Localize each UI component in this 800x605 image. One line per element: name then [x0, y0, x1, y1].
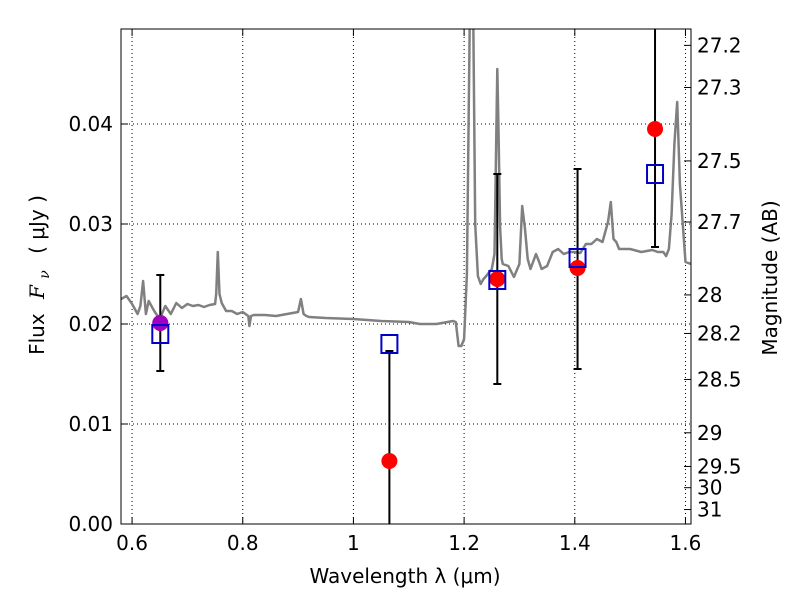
grid-lines: [121, 29, 691, 525]
y-axis-title-left: Flux F ν ( μJy ): [25, 195, 54, 355]
axes-frame: [120, 28, 692, 525]
observed-flux-point: [489, 271, 506, 287]
x-tick-label: 0.8: [227, 531, 259, 555]
y-axis-title-right: Magnitude (AB): [758, 200, 782, 355]
model-photometry-square: [151, 324, 170, 344]
x-tick-label: 0.6: [116, 531, 148, 555]
y-tick-label: 0.02: [68, 312, 113, 336]
magnitude-tick-label: 27.3: [697, 75, 742, 99]
tick-labels: 0.6 0.8 1 1.2 1.4 1.6 0.00 0.01 0.02 0.03 0.04 27.2…: [68, 33, 741, 555]
y-tick-label: 0.03: [68, 212, 113, 236]
x-tick-label: 1.6: [670, 531, 702, 555]
magnitude-tick-label: 28.2: [697, 321, 742, 345]
x-tick-label: 1.2: [448, 531, 480, 555]
y-axis-title-symbol: F: [25, 284, 49, 300]
observed-flux-point: [381, 453, 398, 469]
model-photometry-square: [380, 334, 399, 354]
magnitude-tick-label: 27.2: [697, 33, 742, 57]
x-axis-title: Wavelength λ (μm): [309, 564, 500, 588]
x-tick-label: 1.4: [559, 531, 591, 555]
magnitude-tick-label: 28: [697, 283, 722, 307]
model-photometry-square: [488, 270, 507, 290]
model-photometry-square: [568, 248, 587, 268]
magnitude-tick-label: 29.5: [697, 454, 742, 478]
magnitude-tick-label: 29: [697, 421, 722, 445]
magnitude-tick-label: 31: [697, 498, 722, 522]
plot-frame: [120, 28, 692, 525]
magnitude-axis-title: Magnitude (AB): [758, 200, 782, 355]
y-tick-label: 0.01: [68, 412, 113, 436]
observed-flux-point: [647, 121, 664, 137]
y-axis-title-text: Flux F ν ( μJy ): [25, 195, 54, 355]
magnitude-tick-label: 27.7: [697, 210, 742, 234]
y-tick-label: 0.04: [68, 112, 113, 136]
x-tick-label: 1: [347, 531, 360, 555]
magnitude-tick-label: 28.5: [697, 367, 742, 391]
y-axis-title-subscript: ν: [37, 270, 53, 279]
highlighted-detection-point: [152, 315, 169, 331]
model-photometry-square: [646, 164, 665, 184]
y-tick-label: 0.00: [68, 512, 113, 536]
plot-area: [121, 29, 691, 524]
y-axis-title-unit: ( μJy ): [25, 195, 49, 254]
y-axis-title-flux: Flux: [25, 313, 49, 355]
magnitude-tick-label: 27.5: [697, 149, 742, 173]
spectrum-line: [121, 29, 691, 348]
magnitude-tick-label: 30: [697, 476, 722, 500]
